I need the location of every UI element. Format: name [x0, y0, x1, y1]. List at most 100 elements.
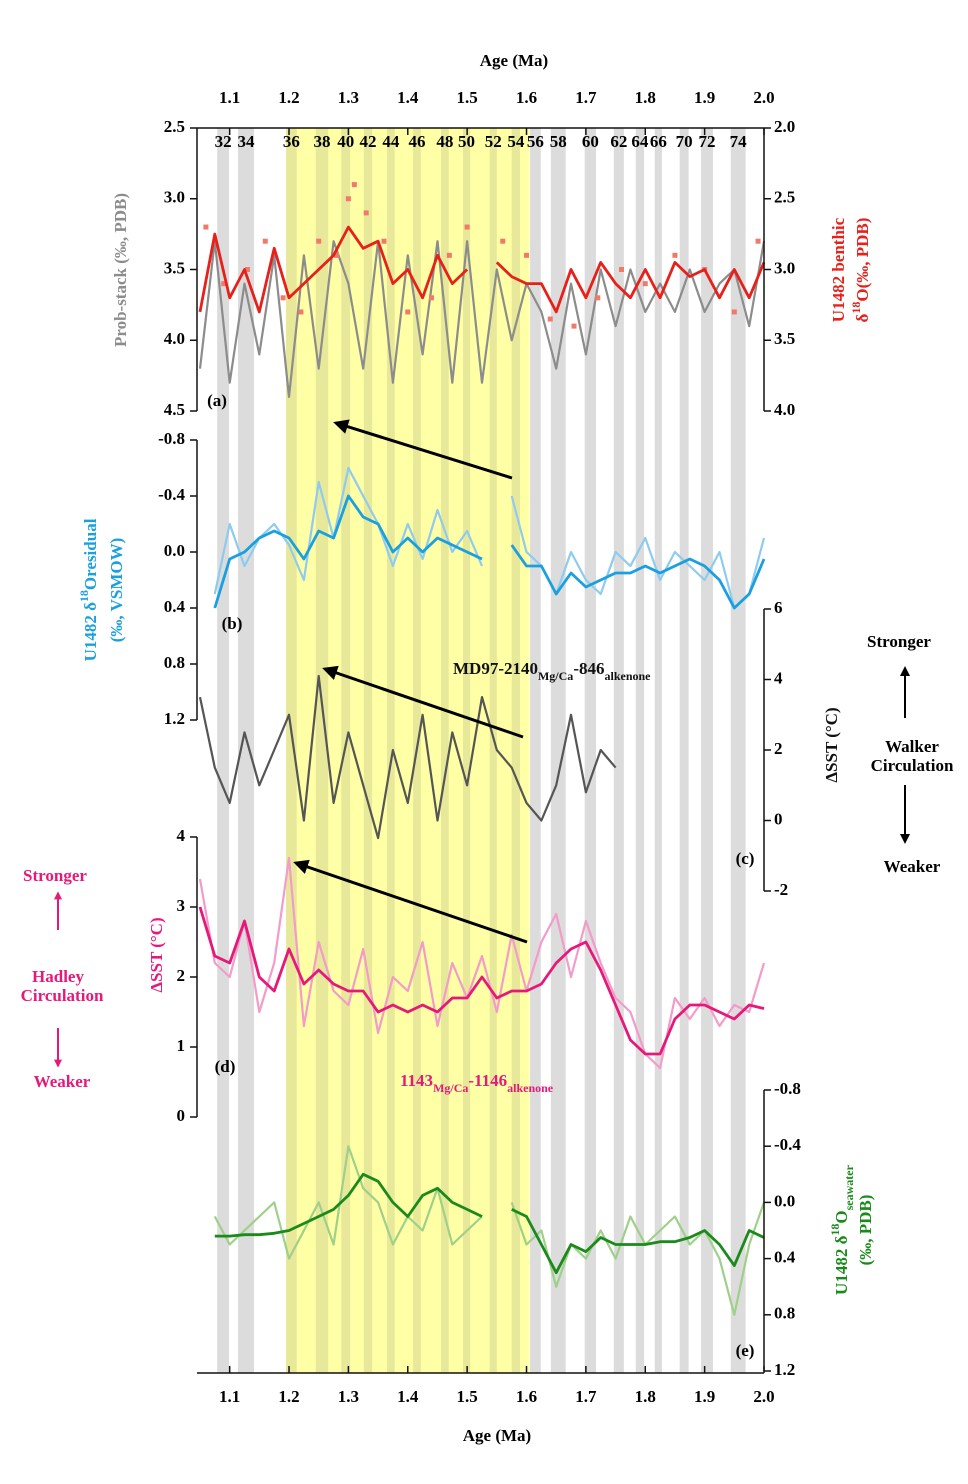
data-point [244, 267, 250, 272]
series-line [214, 1172, 765, 1275]
glacial-band [217, 128, 230, 1373]
y-axis-title: (‰, PDB) [856, 1195, 875, 1266]
mis-label: 42 [359, 132, 376, 151]
text-part: Mg/Ca [433, 1081, 468, 1095]
y-tick-label: 3.0 [164, 188, 185, 207]
text-part: MD97-2140 [453, 659, 538, 678]
bands [217, 128, 746, 1373]
walker-annotation: Stronger Walker Circulation Weaker [867, 632, 954, 876]
series-line [198, 240, 766, 398]
walker-stronger: Stronger [867, 632, 931, 651]
data-point [334, 252, 340, 258]
panel-label: (c) [736, 849, 755, 868]
mis-label: 52 [485, 132, 502, 151]
y-axis-title: ΔSST (°C) [147, 917, 166, 992]
glacial-band [584, 128, 596, 1373]
y-tick-label: 2.0 [774, 117, 795, 136]
y-tick-label: 2.5 [164, 117, 185, 136]
data-point [642, 281, 648, 287]
walker-weaker: Weaker [884, 857, 941, 876]
y-tick-label: 4 [774, 668, 783, 687]
y-tick-label: -0.4 [774, 1135, 801, 1154]
data-point [429, 295, 435, 301]
mis-label: 72 [699, 132, 716, 151]
text-part: O [832, 1210, 851, 1223]
text-part: O(‰, PDB) [853, 218, 872, 302]
text-part: 18 [849, 302, 863, 314]
y-axis-title: (‰, VSMOW) [107, 538, 126, 643]
data-point [571, 323, 577, 329]
y-tick-label: 3 [177, 896, 186, 915]
glacial-band [237, 128, 254, 1373]
data-point [500, 238, 506, 244]
data-point [619, 267, 625, 272]
text-part: U1482 δ [81, 602, 100, 662]
hadley-annotation: Stronger Hadley Circulation Weaker [21, 866, 104, 1091]
glacial-band [315, 128, 329, 1373]
data-point [464, 224, 470, 230]
x-tick-label-top: 2.0 [753, 88, 774, 107]
glacial-band [635, 128, 645, 1373]
y-tick-label: -2 [774, 880, 788, 899]
y-axis-title: Prob-stack (‰, PDB) [111, 193, 130, 347]
mis-label: 54 [507, 132, 525, 151]
mis-label: 32 [215, 132, 232, 151]
hadley-weaker: Weaker [34, 1072, 91, 1091]
data-point [345, 196, 351, 202]
mis-label: 40 [337, 132, 354, 151]
x-tick-label-top: 1.6 [516, 88, 537, 107]
text-part: seawater [842, 1164, 856, 1210]
y-tick-label: 4.0 [164, 329, 185, 348]
text-part: 18 [828, 1224, 842, 1236]
mis-label: 36 [283, 132, 300, 151]
y-tick-label: 6 [774, 598, 783, 617]
x-tick-label-top: 1.5 [457, 88, 478, 107]
text-part: U1482 δ [832, 1235, 851, 1295]
data-point [316, 238, 322, 244]
y-axis-title: U1482 δ18Oresidual [77, 518, 100, 661]
glacial-band [363, 128, 373, 1373]
text-part: (‰, PDB) [856, 1195, 875, 1266]
glacial-band [654, 128, 662, 1373]
text-part: 1143 [400, 1071, 433, 1090]
plot [198, 182, 766, 1316]
x-tick-label-top: 1.8 [635, 88, 656, 107]
data-point [405, 309, 411, 315]
x-tick-label-bottom: 1.8 [635, 1387, 656, 1406]
panel-label: (b) [222, 614, 243, 633]
panel-label: (d) [215, 1057, 236, 1076]
text-part: -846 [573, 659, 604, 678]
x-tick-label-bottom: 1.6 [516, 1387, 537, 1406]
data-point [381, 238, 387, 244]
y-axis-title: ΔSST (°C) [822, 707, 841, 782]
y-tick-label: 1.2 [164, 709, 185, 728]
arrow [322, 665, 524, 739]
y-tick-label: 2 [177, 966, 186, 985]
y-axis-title: δ18O(‰, PDB) [849, 218, 872, 323]
glacial-band [462, 128, 471, 1373]
mis-label: 34 [237, 132, 255, 151]
data-point [203, 224, 209, 230]
series-line [198, 225, 766, 314]
glacial-band [730, 128, 746, 1373]
text-part: ΔSST (°C) [822, 707, 841, 782]
y-tick-label: 0 [177, 1106, 186, 1125]
panel-label: (e) [736, 1341, 755, 1360]
y-axis-title: U1482 δ18Oseawater [828, 1164, 856, 1295]
y-tick-label: 4.0 [774, 400, 795, 419]
glacial-band [386, 128, 395, 1373]
walker-label: Walker [885, 737, 939, 756]
data-point [547, 316, 553, 322]
data-point [524, 252, 530, 258]
glacial-band [679, 128, 689, 1373]
mis-label: 48 [436, 132, 453, 151]
y-tick-label: 0.8 [774, 1304, 795, 1323]
hadley-label: Circulation [21, 986, 104, 1005]
trend-arrows [293, 419, 528, 944]
x-tick-label-bottom: 1.4 [397, 1387, 419, 1406]
y-tick-label: 2.5 [774, 188, 795, 207]
x-tick-label-top: 1.1 [219, 88, 240, 107]
text-part: δ [853, 313, 872, 322]
x-tick-label-top: 1.9 [694, 88, 715, 107]
glacial-band [550, 128, 566, 1373]
